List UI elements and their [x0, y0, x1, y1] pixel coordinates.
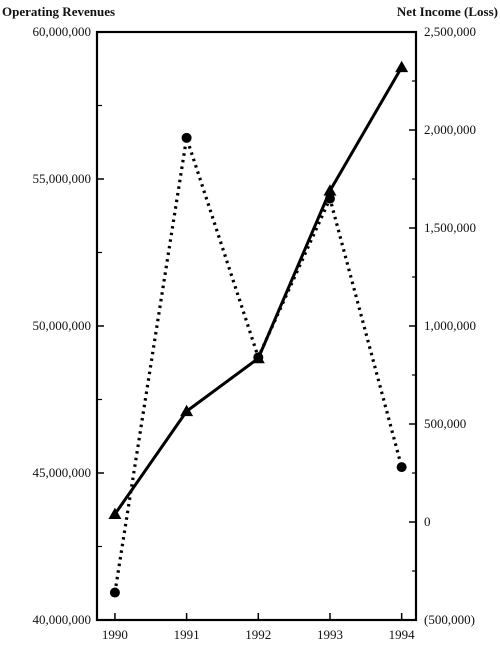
series-1-line — [113, 66, 403, 516]
left-axis-tick-label: 55,000,000 — [33, 171, 92, 186]
series-2-line — [113, 136, 404, 593]
series-1-point — [323, 184, 337, 196]
series-2-point — [396, 462, 407, 473]
right-axis-tick-label: (500,000) — [424, 612, 475, 627]
x-axis-tick-label: 1992 — [245, 627, 271, 642]
series-2-point — [109, 587, 120, 598]
series-1-point — [395, 60, 409, 73]
right-axis-tick-label: 1,000,000 — [424, 318, 476, 333]
series-2-point — [253, 352, 264, 363]
right-axis-tick-label: 0 — [424, 514, 431, 529]
left-axis-tick-label: 45,000,000 — [33, 465, 92, 480]
x-axis-tick-label: 1993 — [317, 627, 343, 642]
right-axis-tick-label: 500,000 — [424, 416, 466, 431]
right-axis-tick-label: 1,500,000 — [424, 220, 476, 235]
x-axis-tick-label: 1994 — [389, 627, 416, 642]
series-2-point — [324, 193, 335, 204]
left-axis-tick-label: 50,000,000 — [33, 318, 92, 333]
left-axis-title: Operating Revenues — [2, 4, 115, 19]
left-axis-tick-label: 60,000,000 — [33, 24, 92, 39]
right-axis-title: Net Income (Loss) — [397, 4, 498, 19]
left-axis-tick-label: 40,000,000 — [33, 612, 92, 627]
right-axis-tick-label: 2,500,000 — [424, 24, 476, 39]
x-axis-tick-label: 1990 — [102, 627, 128, 642]
right-axis-tick-label: 2,000,000 — [424, 122, 476, 137]
series-2-point — [181, 132, 192, 143]
series-1-point — [180, 404, 194, 417]
series-1-point — [108, 507, 122, 520]
x-axis-tick-label: 1991 — [174, 627, 200, 642]
plot-frame — [95, 30, 418, 622]
